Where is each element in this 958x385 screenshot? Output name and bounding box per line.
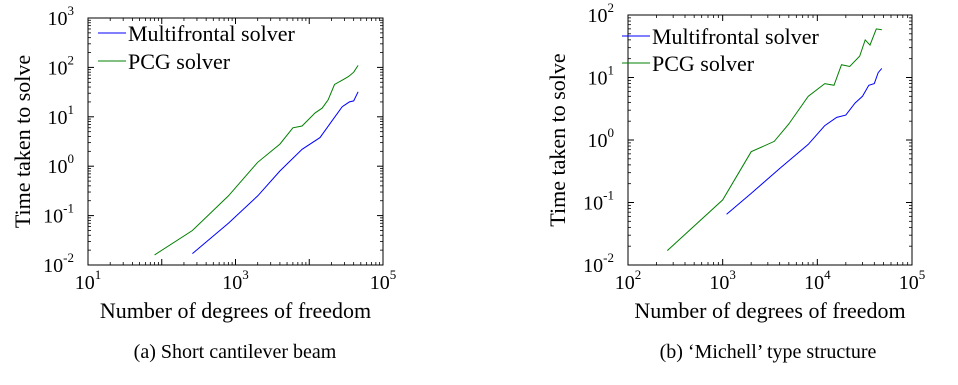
x-tick-label: 101 (75, 267, 102, 294)
y-tick-label: 10-2 (43, 250, 74, 277)
series-line-pcg (154, 65, 359, 256)
legend: Multifrontal solver PCG solver (98, 21, 295, 74)
series-line-multifrontal (192, 91, 359, 254)
x-tick-label: 105 (370, 267, 397, 294)
major-ticks (87, 17, 384, 266)
series-line-pcg (666, 28, 882, 251)
x-tick-label: 105 (899, 267, 926, 294)
minor-ticks (88, 18, 383, 265)
x-axis-label: Number of degrees of freedom (100, 298, 371, 323)
x-axis-label: Number of degrees of freedom (634, 298, 905, 323)
y-tick-label: 10-1 (583, 188, 614, 215)
series-line-multifrontal (726, 68, 883, 215)
x-tick-label: 104 (804, 267, 831, 294)
chart-a: 101 103 105 10-2 10-1 100 101 102 103 Multifronta… (10, 3, 396, 363)
y-tick-label: 101 (48, 102, 75, 129)
y-tick-label: 102 (48, 52, 75, 79)
y-axis-label: Time taken to solve (545, 53, 570, 226)
y-tick-label: 100 (48, 151, 75, 178)
legend-label: Multifrontal solver (652, 24, 819, 49)
minor-ticks (628, 15, 912, 265)
legend-label: PCG solver (128, 49, 231, 74)
y-tick-label: 103 (48, 3, 75, 30)
x-tick-label: 103 (222, 267, 249, 294)
y-tick-label: 101 (588, 63, 615, 90)
y-tick-label: 100 (588, 125, 615, 152)
y-tick-label: 102 (588, 0, 615, 27)
chart-b: 102 103 104 105 10-2 10-1 100 101 102 Multifronta… (545, 0, 925, 363)
chart-caption: (a) Short cantilever beam (134, 341, 337, 363)
x-tick-label: 102 (615, 267, 642, 294)
legend-label: Multifrontal solver (128, 21, 295, 46)
chart-caption: (b) ‘Michell’ type structure (660, 341, 877, 363)
y-tick-label: 10-1 (43, 201, 74, 228)
x-tick-label: 103 (709, 267, 736, 294)
y-tick-label: 10-2 (583, 250, 614, 277)
y-axis-label: Time taken to solve (10, 55, 35, 228)
major-ticks (627, 14, 913, 266)
legend-label: PCG solver (652, 51, 755, 76)
